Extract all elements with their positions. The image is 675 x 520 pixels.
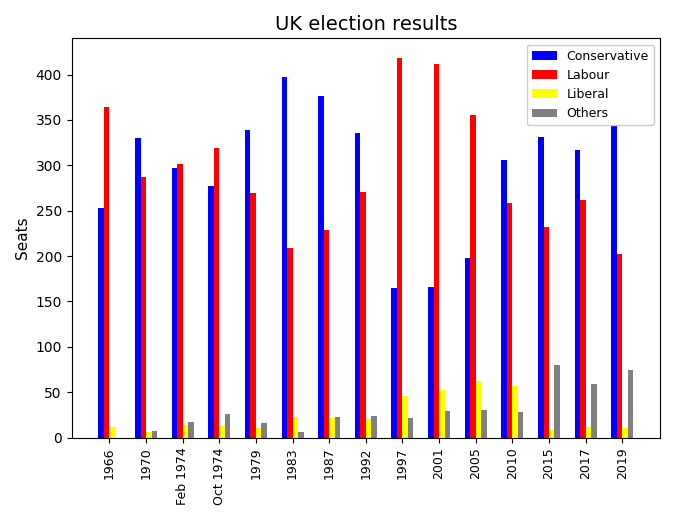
Title: UK election results: UK election results	[275, 15, 457, 34]
Bar	[397, 58, 402, 437]
Y-axis label: Seats: Seats	[15, 217, 30, 259]
Bar	[324, 230, 329, 437]
Bar	[366, 420, 371, 437]
Bar	[439, 391, 445, 437]
Bar	[586, 426, 591, 437]
Bar	[209, 186, 214, 437]
Bar	[518, 412, 523, 437]
Bar	[188, 422, 194, 437]
Bar	[402, 396, 408, 437]
Bar	[512, 386, 518, 437]
Bar	[543, 227, 549, 437]
Bar	[250, 193, 256, 437]
Bar	[445, 411, 450, 437]
Legend: Conservative, Labour, Liberal, Others: Conservative, Labour, Liberal, Others	[526, 45, 654, 125]
Bar	[151, 431, 157, 437]
Bar	[261, 423, 267, 437]
Bar	[177, 164, 183, 437]
Bar	[355, 133, 360, 437]
Bar	[256, 427, 261, 437]
Bar	[99, 208, 104, 437]
Bar	[502, 160, 507, 437]
Bar	[580, 200, 586, 437]
Bar	[612, 107, 617, 437]
Bar	[617, 254, 622, 437]
Bar	[465, 258, 470, 437]
Bar	[481, 410, 487, 437]
Bar	[476, 381, 481, 437]
Bar	[549, 430, 554, 437]
Bar	[292, 417, 298, 437]
Bar	[287, 248, 292, 437]
Bar	[146, 432, 151, 437]
Bar	[281, 77, 287, 437]
Bar	[219, 426, 225, 437]
Bar	[554, 365, 560, 437]
Bar	[225, 414, 230, 437]
Bar	[135, 138, 140, 437]
Bar	[408, 419, 414, 437]
Bar	[371, 416, 377, 437]
Bar	[507, 203, 512, 437]
Bar	[318, 96, 324, 437]
Bar	[628, 370, 633, 437]
Bar	[329, 418, 335, 437]
Bar	[360, 192, 366, 437]
Bar	[298, 432, 304, 437]
Bar	[392, 288, 397, 437]
Bar	[470, 115, 476, 437]
Bar	[428, 287, 433, 437]
Bar	[214, 148, 219, 437]
Bar	[574, 150, 580, 437]
Bar	[622, 427, 628, 437]
Bar	[335, 417, 340, 437]
Bar	[245, 130, 250, 437]
Bar	[433, 64, 439, 437]
Bar	[591, 384, 597, 437]
Bar	[104, 107, 109, 437]
Bar	[109, 426, 115, 437]
Bar	[171, 168, 177, 437]
Bar	[140, 177, 146, 437]
Bar	[183, 425, 188, 437]
Bar	[538, 137, 543, 437]
